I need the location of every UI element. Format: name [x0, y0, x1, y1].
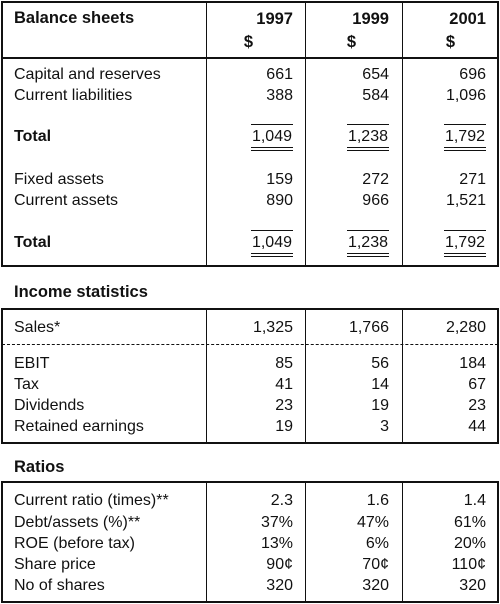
- column-divider: [402, 2, 403, 266]
- cell-value: 14: [371, 376, 389, 393]
- column-divider: [206, 482, 207, 602]
- row-label: Retained earnings: [14, 418, 144, 435]
- column-divider: [305, 2, 306, 266]
- cell-value: 61%: [453, 514, 486, 531]
- balance-sheets-title: Balance sheets: [14, 9, 135, 27]
- row-label: No of shares: [14, 577, 105, 594]
- cell-value: 159: [266, 171, 293, 188]
- cell-value: 1.6: [366, 492, 389, 509]
- cell-value: 584: [362, 87, 389, 104]
- cell-value: 696: [459, 66, 486, 83]
- cell-value: 388: [266, 87, 293, 104]
- cell-value: 20%: [453, 535, 486, 552]
- row-label: Current liabilities: [14, 87, 133, 104]
- column-divider: [206, 309, 207, 443]
- cell-value: 47%: [356, 514, 389, 531]
- header-divider: [2, 57, 498, 59]
- column-divider: [305, 482, 306, 602]
- cell-value: 890: [266, 192, 293, 209]
- cell-value: 271: [459, 171, 486, 188]
- row-label: Capital and reserves: [14, 66, 161, 83]
- cell-value: 44: [468, 418, 486, 435]
- cell-value: 56: [371, 355, 389, 372]
- unit-header-1997: $: [243, 33, 253, 51]
- cell-value: 1,325: [252, 319, 293, 336]
- cell-value: 37%: [260, 514, 293, 531]
- row-label: Sales*: [14, 319, 61, 336]
- row-label: Fixed assets: [14, 171, 104, 188]
- total-number: 1,792: [443, 124, 487, 151]
- total-label: Total: [14, 128, 52, 145]
- column-divider: [402, 309, 403, 443]
- cell-value: 1,766: [348, 319, 389, 336]
- year-header-1999: 1999: [352, 10, 389, 28]
- total-value: 1,792: [400, 124, 487, 151]
- total-value: 1,238: [300, 124, 390, 151]
- total-number: 1,792: [443, 230, 487, 257]
- total-value: 1,792: [400, 230, 487, 257]
- cell-value: 1,521: [445, 192, 486, 209]
- cell-value: 966: [362, 192, 389, 209]
- column-divider: [206, 2, 207, 266]
- cell-value: 184: [459, 355, 486, 372]
- cell-value: 13%: [260, 535, 293, 552]
- total-value: 1,049: [200, 230, 294, 257]
- row-label: EBIT: [14, 355, 50, 372]
- total-number: 1,238: [346, 124, 390, 151]
- total-value: 1,238: [300, 230, 390, 257]
- column-divider: [402, 482, 403, 602]
- row-label: Current ratio (times)**: [14, 492, 169, 509]
- income-statistics-title: Income statistics: [14, 283, 148, 301]
- row-label: Current assets: [14, 192, 119, 209]
- total-number: 1,049: [250, 230, 294, 257]
- row-label: Tax: [14, 376, 39, 393]
- cell-value: 90¢: [266, 556, 293, 573]
- cell-value: 19: [275, 418, 293, 435]
- cell-value: 67: [468, 376, 486, 393]
- cell-value: 6%: [365, 535, 389, 552]
- total-number: 1,238: [346, 230, 390, 257]
- cell-value: 19: [371, 397, 389, 414]
- cell-value: 1,096: [445, 87, 486, 104]
- balance-sheets-table: [1, 1, 499, 267]
- dashed-divider: [2, 344, 498, 345]
- year-header-2001: 2001: [449, 10, 486, 28]
- row-label: Debt/assets (%)**: [14, 514, 141, 531]
- row-label: Share price: [14, 556, 96, 573]
- ratios-title: Ratios: [14, 458, 65, 476]
- cell-value: 2.3: [270, 492, 293, 509]
- cell-value: 2,280: [445, 319, 486, 336]
- unit-header-1999: $: [346, 33, 356, 51]
- column-divider: [305, 309, 306, 443]
- row-label: ROE (before tax): [14, 535, 135, 552]
- total-value: 1,049: [200, 124, 294, 151]
- cell-value: 320: [266, 577, 293, 594]
- cell-value: 272: [362, 171, 389, 188]
- cell-value: 1.4: [463, 492, 486, 509]
- cell-value: 70¢: [362, 556, 389, 573]
- cell-value: 85: [275, 355, 293, 372]
- income-statistics-table: [1, 308, 499, 444]
- total-number: 1,049: [250, 124, 294, 151]
- year-header-1997: 1997: [256, 10, 293, 28]
- cell-value: 41: [275, 376, 293, 393]
- cell-value: 23: [275, 397, 293, 414]
- cell-value: 320: [362, 577, 389, 594]
- cell-value: 3: [380, 418, 389, 435]
- cell-value: 654: [362, 66, 389, 83]
- unit-header-2001: $: [445, 33, 455, 51]
- cell-value: 661: [266, 66, 293, 83]
- ratios-table: [1, 481, 499, 603]
- cell-value: 110¢: [451, 556, 486, 573]
- cell-value: 23: [468, 397, 486, 414]
- total-label: Total: [14, 234, 52, 251]
- cell-value: 320: [459, 577, 486, 594]
- row-label: Dividends: [14, 397, 85, 414]
